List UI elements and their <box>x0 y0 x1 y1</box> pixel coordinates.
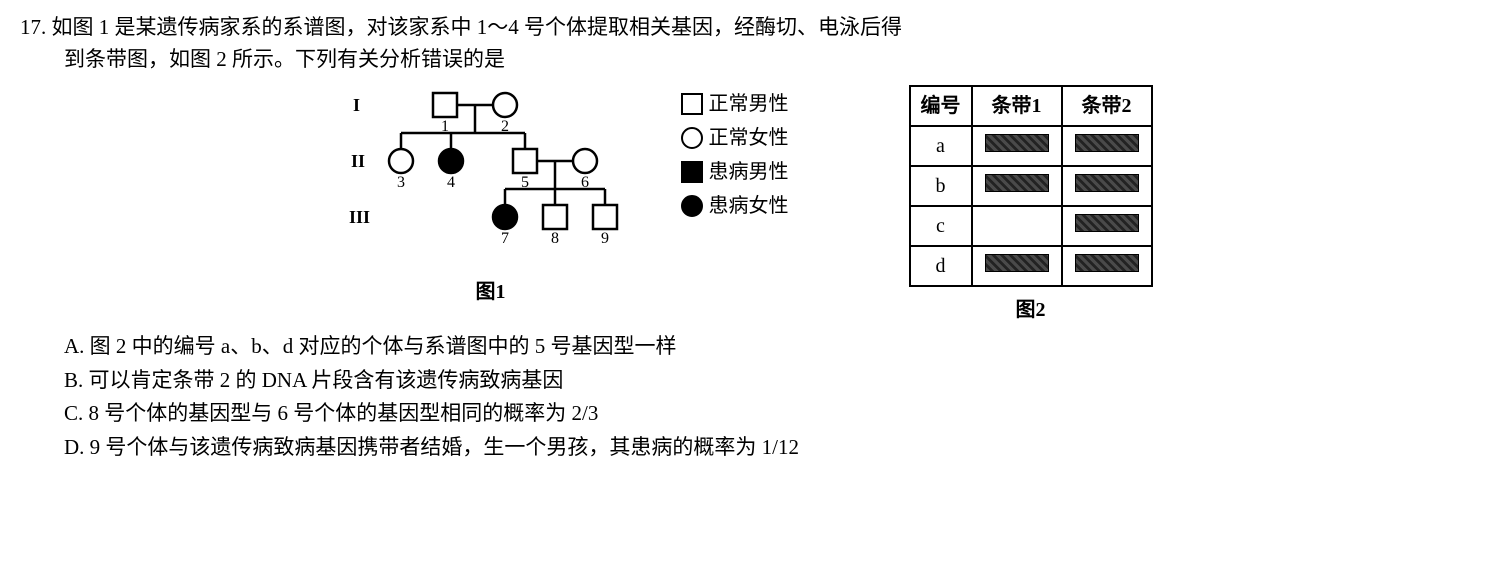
question-line1: 如图 1 是某遗传病家系的系谱图，对该家系中 1～4 号个体提取相关基因，经酶切… <box>52 15 903 39</box>
gel-band <box>985 134 1049 152</box>
option-a: A. 图 2 中的编号 a、b、d 对应的个体与系谱图中的 5 号基因型一样 <box>64 331 1473 363</box>
table-row: d <box>910 246 1152 286</box>
figure1-caption: 图1 <box>341 277 641 307</box>
header-id: 编号 <box>910 86 972 126</box>
band2-cell <box>1062 246 1152 286</box>
pedigree-label-1: 1 <box>441 118 449 135</box>
legend-normal-female-label: 正常女性 <box>709 123 789 153</box>
figures-row: I II III 1 2 3 4 5 6 7 8 9 图1 <box>20 85 1473 325</box>
question-header: 17. 如图 1 是某遗传病家系的系谱图，对该家系中 1～4 号个体提取相关基因… <box>20 12 1473 75</box>
gel-band <box>1075 174 1139 192</box>
question-line2: 到条带图，如图 2 所示。下列有关分析错误的是 <box>20 44 1473 76</box>
svg-text:III: III <box>349 207 370 227</box>
band2-cell <box>1062 206 1152 246</box>
table-header-row: 编号 条带1 条带2 <box>910 86 1152 126</box>
svg-text:II: II <box>351 151 365 171</box>
band1-cell <box>972 126 1062 166</box>
pedigree-label-9: 9 <box>601 230 609 247</box>
legend-normal-male-label: 正常男性 <box>709 89 789 119</box>
legend: 正常男性 正常女性 患病男性 患病女性 <box>681 89 789 221</box>
options-block: A. 图 2 中的编号 a、b、d 对应的个体与系谱图中的 5 号基因型一样 B… <box>20 331 1473 463</box>
pedigree-label-3: 3 <box>397 174 405 191</box>
band2-cell <box>1062 166 1152 206</box>
table-row: b <box>910 166 1152 206</box>
circle-fill-icon <box>681 195 703 217</box>
row-id: a <box>910 126 972 166</box>
gel-band <box>985 174 1049 192</box>
pedigree-label-6: 6 <box>581 174 589 191</box>
option-b: B. 可以肯定条带 2 的 DNA 片段含有该遗传病致病基因 <box>64 365 1473 397</box>
legend-affected-female: 患病女性 <box>681 191 789 221</box>
gel-band <box>1075 254 1139 272</box>
band1-cell <box>972 206 1062 246</box>
legend-normal-female: 正常女性 <box>681 123 789 153</box>
pedigree-diagram: I II III 1 2 3 4 5 6 7 8 9 <box>341 85 641 265</box>
legend-affected-female-label: 患病女性 <box>709 191 789 221</box>
pedigree-label-5: 5 <box>521 174 529 191</box>
pedigree-block: I II III 1 2 3 4 5 6 7 8 9 图1 <box>341 85 789 307</box>
legend-normal-male: 正常男性 <box>681 89 789 119</box>
pedigree-label-2: 2 <box>501 118 509 135</box>
gel-block: 编号 条带1 条带2 abcd 图2 <box>909 85 1153 325</box>
table-row: c <box>910 206 1152 246</box>
figure2-caption: 图2 <box>909 295 1153 325</box>
legend-affected-male-label: 患病男性 <box>709 157 789 187</box>
gel-band <box>1075 134 1139 152</box>
option-d: D. 9 号个体与该遗传病致病基因携带者结婚，生一个男孩，其患病的概率为 1/1… <box>64 432 1473 464</box>
header-band2: 条带2 <box>1062 86 1152 126</box>
circle-open-icon <box>681 127 703 149</box>
square-fill-icon <box>681 161 703 183</box>
pedigree-svg-wrap: I II III 1 2 3 4 5 6 7 8 9 图1 <box>341 85 641 307</box>
square-open-icon <box>681 93 703 115</box>
band1-cell <box>972 246 1062 286</box>
gel-band <box>1075 214 1139 232</box>
pedigree-label-4: 4 <box>447 174 455 191</box>
band2-cell <box>1062 126 1152 166</box>
svg-text:I: I <box>353 95 360 115</box>
gel-band <box>985 254 1049 272</box>
row-id: b <box>910 166 972 206</box>
table-row: a <box>910 126 1152 166</box>
band1-cell <box>972 166 1062 206</box>
header-band1: 条带1 <box>972 86 1062 126</box>
pedigree-label-8: 8 <box>551 230 559 247</box>
legend-affected-male: 患病男性 <box>681 157 789 187</box>
pedigree-label-7: 7 <box>501 230 509 247</box>
option-c: C. 8 号个体的基因型与 6 号个体的基因型相同的概率为 2/3 <box>64 398 1473 430</box>
row-id: c <box>910 206 972 246</box>
gel-table: 编号 条带1 条带2 abcd <box>909 85 1153 287</box>
question-number: 17. <box>20 15 46 39</box>
row-id: d <box>910 246 972 286</box>
